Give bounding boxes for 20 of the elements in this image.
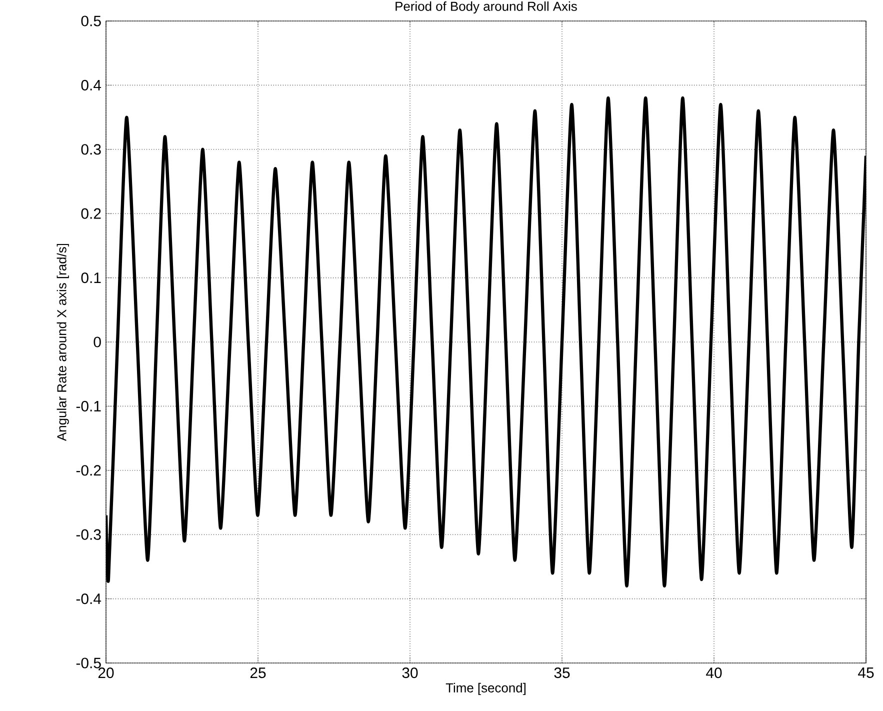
y-tick-label: 0.3 bbox=[81, 144, 101, 155]
x-tick-label: 45 bbox=[858, 668, 874, 678]
chart-title: Period of Body around Roll Axis bbox=[396, 1, 577, 14]
y-tick-label: -0.2 bbox=[76, 465, 101, 476]
x-tick-label: 30 bbox=[402, 668, 418, 678]
x-axis-title: Time [second] bbox=[446, 682, 526, 695]
y-tick-label: 0 bbox=[94, 336, 101, 348]
y-tick-label: 0.5 bbox=[81, 16, 101, 26]
y-tick-label: 0.1 bbox=[81, 272, 101, 284]
y-axis-title: Angular Rate around X axis [rad/s] bbox=[56, 244, 69, 441]
y-tick-label: 0.4 bbox=[81, 80, 102, 90]
y-tick-label: -0.1 bbox=[76, 400, 101, 412]
x-tick-label: 25 bbox=[250, 668, 266, 678]
y-tick-label: -0.4 bbox=[76, 594, 102, 604]
y-tick-label: -0.3 bbox=[76, 529, 101, 540]
x-tick-label: 40 bbox=[706, 668, 722, 678]
x-tick-label: 20 bbox=[98, 668, 114, 678]
y-tick-label: -0.5 bbox=[76, 658, 101, 668]
y-tick-label: 0.2 bbox=[81, 208, 101, 219]
x-tick-label: 35 bbox=[554, 668, 570, 678]
